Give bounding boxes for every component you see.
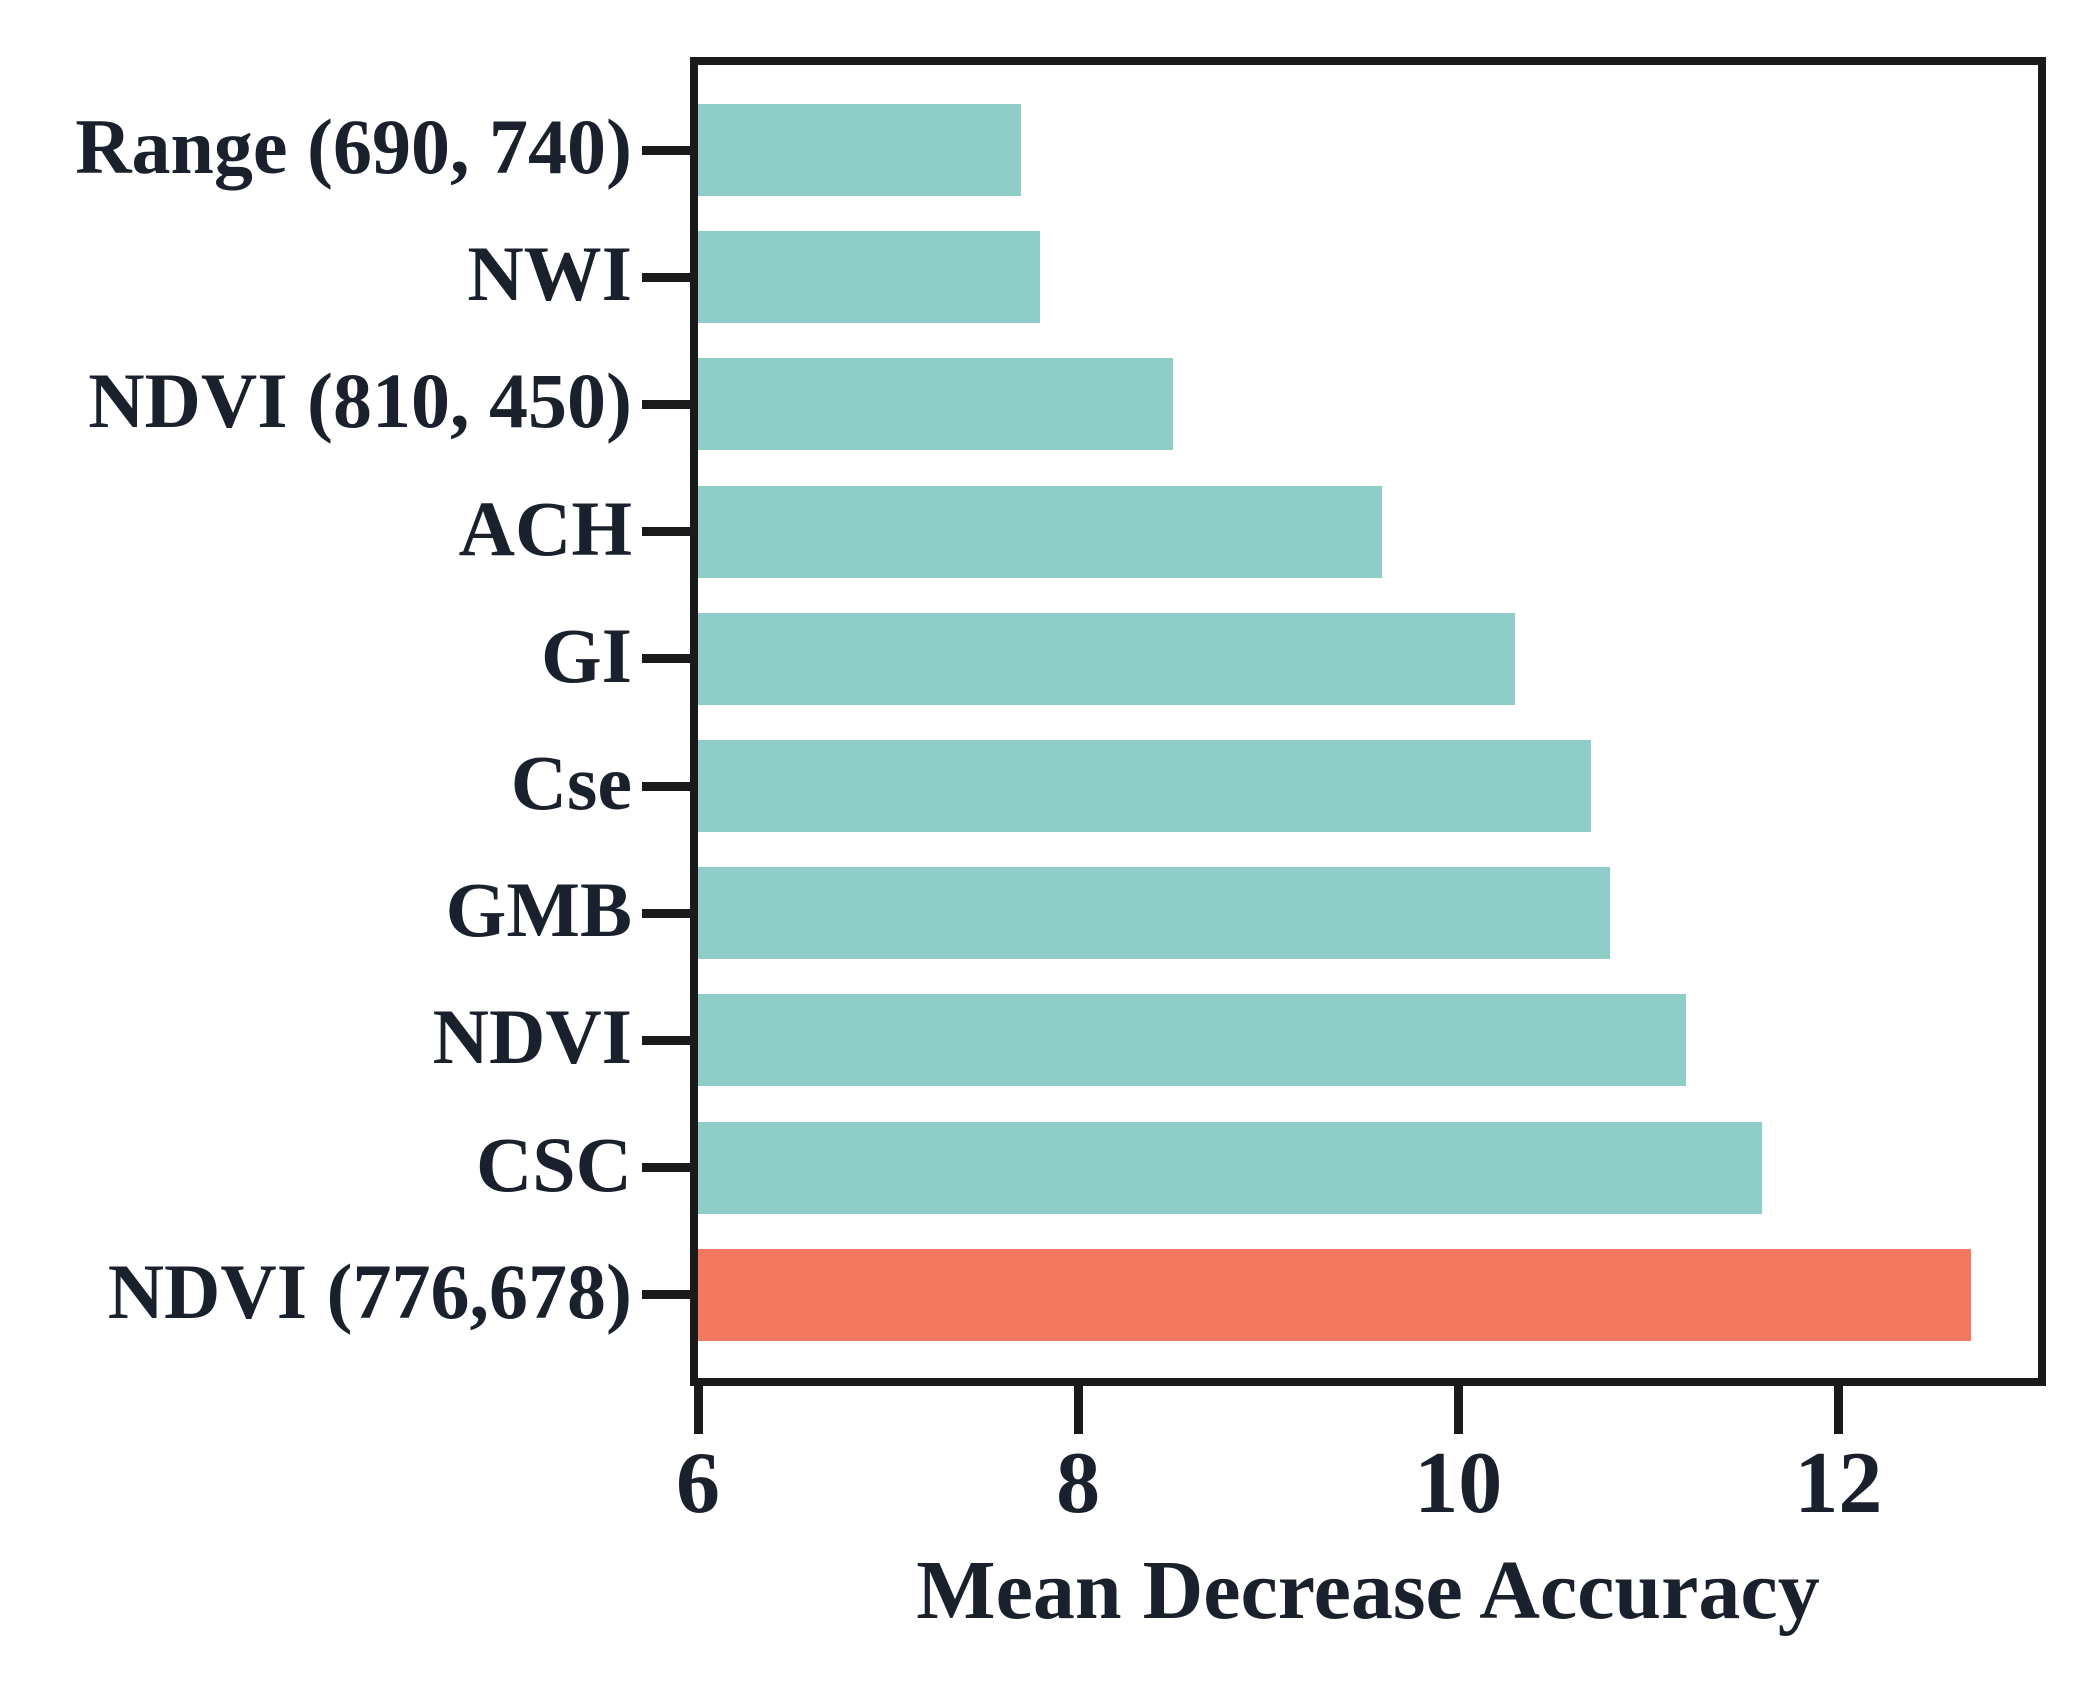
y-axis-label: NWI [467, 230, 632, 318]
y-tick [642, 781, 690, 791]
x-tick-label: 8 [1056, 1435, 1101, 1532]
y-tick [642, 1290, 690, 1300]
y-axis-label: GMB [445, 866, 632, 954]
bar-ndvi-810-450 [698, 358, 1174, 451]
y-tick [642, 145, 690, 155]
bar-ndvi-776-678 [698, 1248, 1972, 1341]
y-axis-label: Range (690, 740) [75, 102, 632, 190]
bar-gi [698, 612, 1516, 705]
y-tick [642, 272, 690, 282]
y-axis-label: GI [540, 611, 632, 699]
y-axis-label: Cse [510, 738, 632, 826]
bar-cse [698, 740, 1592, 832]
y-axis-label: ACH [458, 484, 632, 572]
x-tick-label: 10 [1414, 1435, 1503, 1532]
bar-nwi [698, 231, 1041, 324]
x-tick [1453, 1386, 1463, 1434]
y-axis-label: CSC [475, 1120, 632, 1208]
bar-gmb [698, 867, 1611, 960]
x-axis-title: Mean Decrease Accuracy [916, 1544, 1820, 1637]
y-tick [642, 399, 690, 409]
y-tick [642, 1163, 690, 1173]
x-tick [1073, 1386, 1083, 1434]
bar-range-690-740 [698, 104, 1022, 196]
bar-csc [698, 1121, 1763, 1214]
plot-area [690, 57, 2046, 1386]
y-tick [642, 527, 690, 537]
y-tick [642, 1035, 690, 1045]
x-tick [693, 1386, 703, 1434]
bar-ach [698, 485, 1383, 578]
y-axis-label: NDVI [432, 993, 632, 1081]
x-tick-label: 6 [676, 1435, 720, 1532]
x-tick [1833, 1386, 1843, 1434]
y-axis-label: NDVI (776,678) [107, 1247, 632, 1335]
y-tick [642, 654, 690, 664]
y-axis-label: NDVI (810, 450) [88, 357, 632, 445]
y-tick [642, 908, 690, 918]
x-tick-label: 12 [1794, 1435, 1883, 1532]
bar-ndvi [698, 994, 1687, 1087]
